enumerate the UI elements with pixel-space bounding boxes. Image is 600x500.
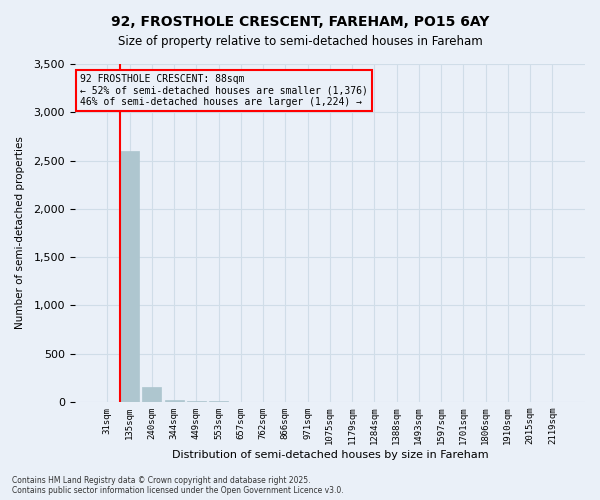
Bar	[164, 400, 184, 402]
Text: 92 FROSTHOLE CRESCENT: 88sqm
← 52% of semi-detached houses are smaller (1,376)
4: 92 FROSTHOLE CRESCENT: 88sqm ← 52% of se…	[80, 74, 368, 108]
Text: Contains HM Land Registry data © Crown copyright and database right 2025.
Contai: Contains HM Land Registry data © Crown c…	[12, 476, 344, 495]
Bar	[142, 388, 161, 402]
Text: Size of property relative to semi-detached houses in Fareham: Size of property relative to semi-detach…	[118, 35, 482, 48]
Bar	[120, 151, 139, 402]
Text: 92, FROSTHOLE CRESCENT, FAREHAM, PO15 6AY: 92, FROSTHOLE CRESCENT, FAREHAM, PO15 6A…	[111, 15, 489, 29]
Bar	[187, 401, 206, 402]
X-axis label: Distribution of semi-detached houses by size in Fareham: Distribution of semi-detached houses by …	[172, 450, 488, 460]
Y-axis label: Number of semi-detached properties: Number of semi-detached properties	[15, 136, 25, 330]
